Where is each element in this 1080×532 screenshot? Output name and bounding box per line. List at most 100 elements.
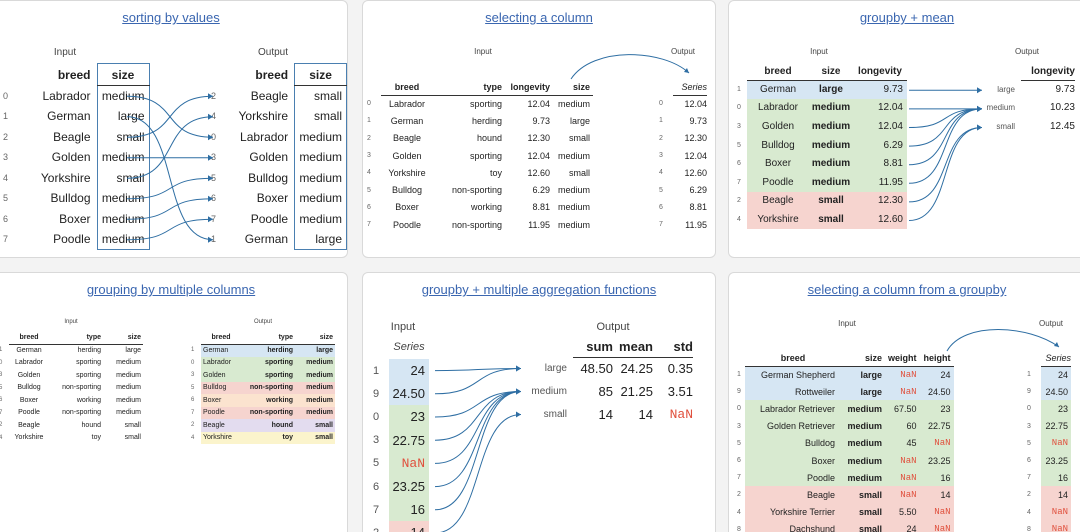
header-row: sum mean std xyxy=(517,337,693,358)
table-cell: medium xyxy=(116,371,141,379)
row-index: 0 xyxy=(659,100,663,108)
table-cell: medium xyxy=(557,219,590,230)
table-cell: small xyxy=(315,421,333,429)
table-cell: small xyxy=(124,421,141,429)
group-key: small xyxy=(996,121,1015,131)
table-row: 0 23 xyxy=(367,405,429,429)
row-index: 7 xyxy=(733,469,745,487)
table-cell: NaN xyxy=(669,407,693,422)
table-cell: medium xyxy=(294,188,347,209)
table-cell: 10.23 xyxy=(1049,102,1075,114)
table-cell: small xyxy=(294,85,347,106)
table-cell: 23.25 xyxy=(927,455,951,466)
table-row: 5 Bulldog non-sporting medium xyxy=(0,381,143,394)
row-index: 0 xyxy=(733,400,745,418)
table-cell: small xyxy=(858,524,882,532)
table-row: small 14 14 NaN xyxy=(517,403,693,426)
table-row: 5 NaN xyxy=(367,451,429,475)
row-index: 5 xyxy=(191,381,201,394)
table-row: medium 10.23 xyxy=(979,99,1075,118)
table-cell: Labrador xyxy=(14,359,44,367)
table-cell: Golden xyxy=(761,120,795,132)
table-row: 3 Golden sporting 12.04 medium xyxy=(367,147,593,164)
table-cell: 22.75 xyxy=(1041,417,1071,435)
table-cell: 12.60 xyxy=(527,167,550,178)
table-cell xyxy=(191,331,201,344)
table-cell: Yorkshire xyxy=(203,434,232,442)
panel-title[interactable]: selecting a column xyxy=(485,10,593,25)
table-cell: large xyxy=(860,386,882,397)
row-index: 7 xyxy=(0,406,9,419)
mean-table: longevity large 9.73 medium 10.23 small 12.45 xyxy=(979,63,1075,136)
table-cell: Golden xyxy=(249,150,289,165)
table-row: 6 Boxer working 8.81 medium xyxy=(367,199,593,216)
table-row: 3 22.75 xyxy=(1027,417,1071,435)
table-cell: Beagle xyxy=(250,88,289,103)
panel-title[interactable]: grouping by multiple columns xyxy=(86,282,256,297)
table-cell: medium xyxy=(306,409,333,417)
input-label: Input xyxy=(810,47,828,56)
row-index: 3 xyxy=(733,117,747,136)
table-row: 2 Beagle small NaN 14 xyxy=(733,486,954,504)
column-header: size xyxy=(294,63,347,86)
table-cell: 23.25 xyxy=(389,474,429,499)
table-cell: German xyxy=(244,232,289,247)
group-key: small xyxy=(543,409,567,420)
table-cell: Poodle xyxy=(250,211,289,226)
table-cell: medium xyxy=(306,396,333,404)
table-cell: NaN xyxy=(934,507,951,518)
arrow xyxy=(434,391,522,441)
panel-title[interactable]: groupby + multiple aggregation functions xyxy=(421,282,657,297)
table-cell: 12.04 xyxy=(684,98,707,109)
table-cell: 12.30 xyxy=(877,195,903,207)
header-row: Series xyxy=(1027,351,1071,367)
table-row: 1 24 xyxy=(367,359,429,383)
table-row: 4 Yorkshire Terrier small 5.50 NaN xyxy=(733,503,954,521)
table-row: medium 85 21.25 3.51 xyxy=(517,380,693,403)
table-cell: Boxer xyxy=(203,396,222,404)
row-index: 3 xyxy=(3,152,9,163)
table-row: 7 16 xyxy=(367,498,429,522)
panel-title[interactable]: selecting a column from a groupby xyxy=(807,282,1007,297)
table-cell: 11.95 xyxy=(528,219,550,230)
row-index: 6 xyxy=(0,394,9,407)
row-index: 2 xyxy=(367,521,389,532)
table-row: 1 9.73 xyxy=(659,112,707,129)
table-row: 6 Boxer medium NaN 23.25 xyxy=(733,451,954,470)
table-cell: Labrador xyxy=(388,98,426,109)
row-index: 4 xyxy=(211,111,217,122)
table-row: 3 Golden medium xyxy=(0,147,150,168)
table-cell: Beagle xyxy=(392,133,422,144)
panel-title[interactable]: sorting by values xyxy=(122,10,220,25)
row-index: 9 xyxy=(1027,388,1031,396)
table-cell: 8.81 xyxy=(532,202,550,213)
table-cell: medium xyxy=(847,472,882,483)
row-index: 3 xyxy=(367,152,371,160)
row-index: 5 xyxy=(3,193,9,204)
table-cell: Golden xyxy=(392,150,422,161)
table-cell: non-sporting xyxy=(249,384,293,392)
row-index: 0 xyxy=(733,98,747,118)
table-row: 9 24.50 xyxy=(367,382,429,406)
table-cell: Yorkshire Terrier xyxy=(769,507,835,518)
table-cell: Boxer xyxy=(811,455,835,466)
table-cell: Yorkshire xyxy=(757,213,799,225)
table-cell: 23 xyxy=(389,405,429,429)
table-row: 0 Labrador medium xyxy=(0,85,150,106)
table-cell: sporting xyxy=(265,371,293,379)
table-cell: 21.25 xyxy=(620,384,653,399)
table-cell: hound xyxy=(271,421,293,429)
row-index: 6 xyxy=(733,154,747,173)
table-cell: Bulldog xyxy=(248,170,289,185)
table-cell: small xyxy=(818,213,844,225)
table-row: 4 12.60 xyxy=(659,164,707,181)
table-cell: medium xyxy=(116,409,141,417)
table-cell: medium xyxy=(811,139,851,151)
row-index: 2 xyxy=(367,134,371,142)
panel-title[interactable]: groupby + mean xyxy=(859,10,955,25)
breed-size-table: breed size 0 Labrador medium 1 German large 2 Bea… xyxy=(0,63,150,250)
table-cell: Beagle xyxy=(762,195,794,207)
